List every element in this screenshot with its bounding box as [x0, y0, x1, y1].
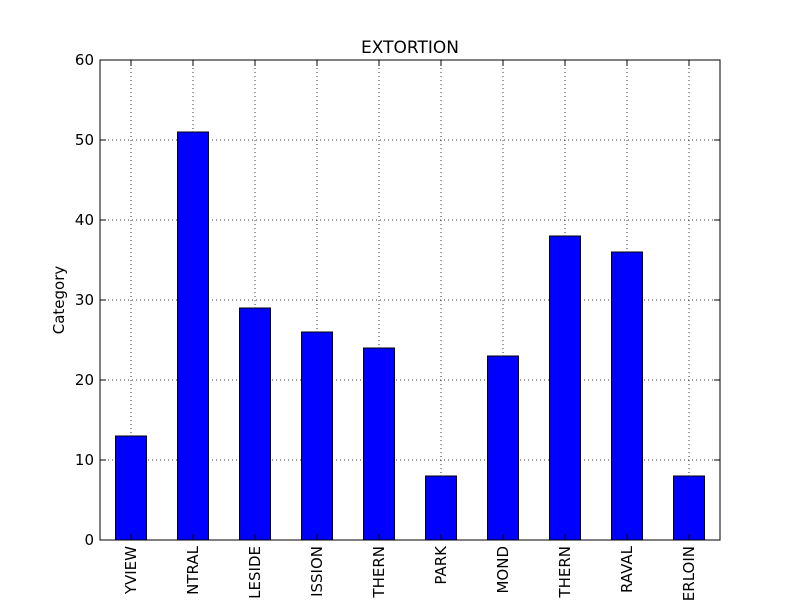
x-tick-label: RAVAL	[618, 545, 636, 593]
chart-title: EXTORTION	[361, 38, 459, 58]
y-tick-label: 50	[75, 131, 94, 149]
bar	[363, 347, 395, 541]
bar	[487, 355, 519, 541]
x-tick-label: MOND	[494, 546, 512, 594]
bar	[425, 475, 457, 541]
y-tick-label: 20	[75, 371, 94, 389]
y-tick-label: 60	[75, 51, 94, 69]
y-tick-label: 40	[75, 211, 94, 229]
bars	[115, 131, 705, 541]
y-axis-label: Category	[50, 266, 68, 335]
y-tick-labels: 0 10 20 30 40 50 60	[75, 51, 94, 549]
y-tick-label: 30	[75, 291, 94, 309]
x-tick-label: THERN	[556, 546, 574, 599]
bar	[177, 131, 209, 541]
x-tick-label: PARK	[432, 545, 450, 585]
y-tick-label: 10	[75, 451, 94, 469]
y-tick-label: 0	[84, 531, 94, 549]
x-tick-label: ERLOIN	[680, 546, 698, 600]
bar	[239, 307, 271, 541]
x-tick-label: YVIEW	[122, 546, 140, 595]
bar	[301, 331, 333, 541]
x-tick-label: ISSION	[308, 546, 326, 597]
x-tick-label: LESIDE	[246, 546, 264, 599]
x-tick-label: THERN	[370, 546, 388, 599]
bar	[115, 435, 147, 541]
bar	[549, 235, 581, 541]
x-tick-labels: YVIEW NTRAL LESIDE ISSION THERN PARK MOND THERN…	[122, 545, 698, 600]
bar	[673, 475, 705, 541]
x-tick-label: NTRAL	[184, 545, 202, 594]
bar	[611, 251, 643, 541]
axis-ticks	[100, 59, 720, 541]
